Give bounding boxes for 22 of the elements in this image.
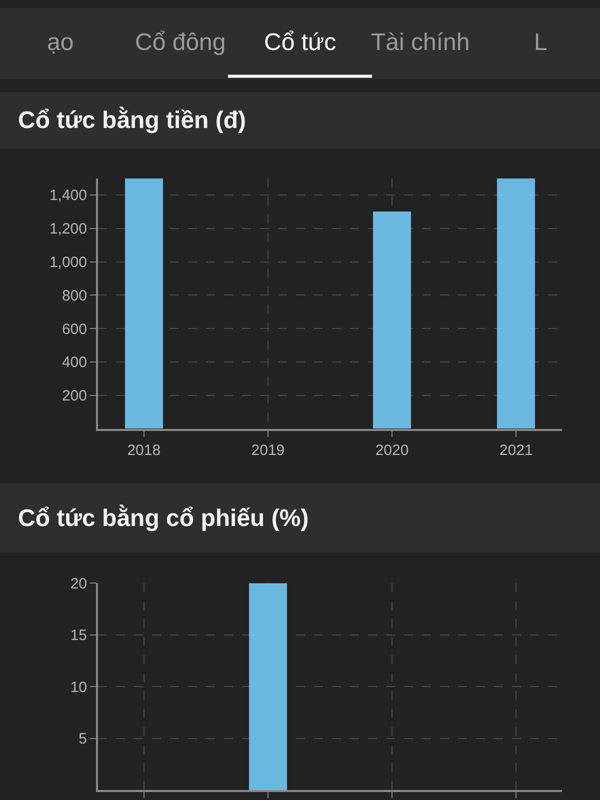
y-tick-label: 400 xyxy=(62,354,87,372)
text: Tài chính xyxy=(371,29,470,56)
chart-title: Cổ tức bằng tiền (đ) xyxy=(18,106,246,134)
x-tick-label: 2020 xyxy=(375,442,409,459)
x-tick-label: 2019 xyxy=(251,442,285,459)
y-tick-label: 1,000 xyxy=(49,254,87,272)
text: Cổ đông xyxy=(135,29,226,56)
text: ạo xyxy=(47,29,74,56)
y-tick-label: 10 xyxy=(70,678,87,696)
y-tick-label: 600 xyxy=(62,320,87,338)
chart-title: Cổ tức bằng cổ phiếu (%) xyxy=(18,504,309,532)
x-tick-label: 2021 xyxy=(499,442,533,459)
y-tick-label: 800 xyxy=(62,287,87,304)
x-tick-label: 2018 xyxy=(127,442,161,459)
y-tick-label: 20 xyxy=(70,575,87,592)
text: L xyxy=(534,29,548,56)
y-tick-label: 1,400 xyxy=(49,187,87,204)
y-tick-label: 5 xyxy=(78,730,87,748)
text: Cổ tức xyxy=(264,29,336,56)
y-tick-label: 200 xyxy=(62,388,87,405)
y-tick-label: 15 xyxy=(70,627,87,644)
y-tick-label: 1,200 xyxy=(49,220,87,238)
